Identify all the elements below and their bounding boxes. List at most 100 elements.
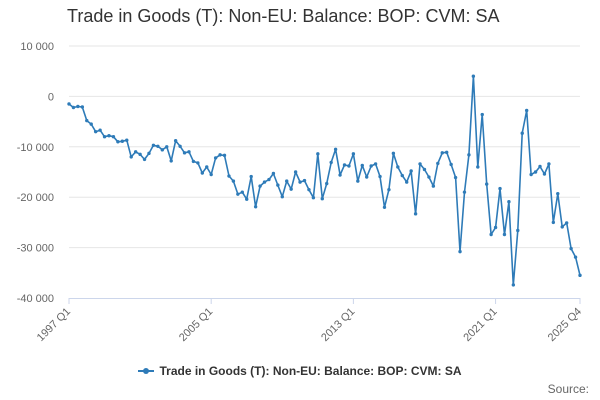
- data-point[interactable]: [396, 165, 400, 169]
- data-point[interactable]: [560, 225, 564, 229]
- data-point[interactable]: [178, 144, 182, 148]
- data-point[interactable]: [116, 140, 120, 144]
- data-point[interactable]: [405, 180, 409, 184]
- data-point[interactable]: [222, 153, 227, 158]
- data-point[interactable]: [387, 187, 391, 192]
- data-point[interactable]: [209, 172, 213, 177]
- data-point[interactable]: [529, 172, 533, 177]
- data-point[interactable]: [253, 205, 258, 209]
- data-point[interactable]: [89, 122, 93, 126]
- data-point[interactable]: [422, 167, 427, 172]
- data-point[interactable]: [187, 150, 191, 154]
- data-point[interactable]: [533, 170, 538, 174]
- data-point[interactable]: [507, 200, 511, 204]
- data-point[interactable]: [476, 165, 480, 169]
- data-point[interactable]: [227, 174, 231, 178]
- data-point[interactable]: [538, 164, 542, 169]
- data-point[interactable]: [133, 150, 138, 154]
- data-point[interactable]: [98, 128, 102, 132]
- data-point[interactable]: [138, 152, 142, 157]
- data-point[interactable]: [93, 129, 98, 134]
- data-point[interactable]: [564, 221, 569, 225]
- data-point[interactable]: [458, 249, 462, 254]
- data-point[interactable]: [342, 163, 347, 167]
- data-point[interactable]: [382, 205, 387, 209]
- data-point[interactable]: [493, 225, 498, 230]
- data-point[interactable]: [147, 151, 151, 156]
- data-point[interactable]: [551, 220, 556, 225]
- data-point[interactable]: [280, 194, 284, 199]
- data-point[interactable]: [293, 170, 298, 174]
- data-point[interactable]: [285, 179, 289, 183]
- data-point[interactable]: [307, 187, 311, 192]
- data-point[interactable]: [333, 147, 338, 152]
- data-point[interactable]: [107, 134, 111, 138]
- data-point[interactable]: [347, 164, 351, 168]
- data-point[interactable]: [484, 182, 489, 186]
- data-point[interactable]: [213, 156, 218, 160]
- data-point[interactable]: [524, 108, 529, 113]
- data-point[interactable]: [440, 151, 444, 155]
- data-point[interactable]: [418, 162, 422, 166]
- data-point[interactable]: [218, 153, 222, 157]
- data-point[interactable]: [573, 255, 578, 259]
- data-point[interactable]: [311, 196, 316, 200]
- data-point[interactable]: [547, 162, 551, 166]
- data-point[interactable]: [142, 157, 147, 162]
- data-point[interactable]: [427, 175, 431, 179]
- data-point[interactable]: [471, 74, 476, 78]
- data-point[interactable]: [409, 169, 413, 173]
- data-point[interactable]: [369, 164, 373, 168]
- data-point[interactable]: [325, 181, 329, 186]
- data-point[interactable]: [520, 131, 524, 135]
- data-point[interactable]: [489, 232, 493, 237]
- data-point[interactable]: [467, 153, 471, 157]
- data-point[interactable]: [125, 138, 129, 142]
- data-point[interactable]: [462, 190, 467, 194]
- data-point[interactable]: [102, 135, 107, 139]
- data-point[interactable]: [338, 173, 342, 177]
- data-point[interactable]: [502, 232, 507, 237]
- data-point[interactable]: [351, 152, 356, 156]
- data-point[interactable]: [498, 186, 502, 191]
- data-point[interactable]: [542, 172, 547, 176]
- data-point[interactable]: [413, 212, 418, 216]
- data-point[interactable]: [67, 102, 71, 106]
- data-point[interactable]: [80, 105, 85, 109]
- data-point[interactable]: [165, 145, 169, 149]
- data-point[interactable]: [431, 184, 436, 188]
- data-point[interactable]: [444, 150, 449, 155]
- data-point[interactable]: [356, 179, 360, 183]
- data-point[interactable]: [258, 184, 262, 188]
- data-point[interactable]: [173, 139, 178, 143]
- data-point[interactable]: [391, 151, 396, 156]
- data-point[interactable]: [289, 187, 293, 191]
- data-point[interactable]: [271, 171, 276, 176]
- data-point[interactable]: [111, 135, 116, 139]
- data-point[interactable]: [231, 179, 236, 183]
- data-point[interactable]: [316, 152, 320, 156]
- data-point[interactable]: [480, 112, 484, 117]
- data-point[interactable]: [436, 161, 440, 166]
- data-point[interactable]: [76, 104, 80, 109]
- data-point[interactable]: [449, 162, 453, 167]
- data-point[interactable]: [556, 191, 560, 196]
- data-point[interactable]: [156, 144, 160, 148]
- data-point[interactable]: [182, 151, 187, 155]
- data-point[interactable]: [373, 162, 378, 166]
- legend[interactable]: Trade in Goods (T): Non-EU: Balance: BOP…: [0, 364, 600, 378]
- data-point[interactable]: [516, 228, 520, 233]
- data-point[interactable]: [196, 161, 200, 165]
- data-point[interactable]: [205, 165, 209, 169]
- data-point[interactable]: [302, 178, 307, 183]
- data-point[interactable]: [169, 159, 173, 163]
- data-point[interactable]: [151, 143, 156, 147]
- data-point[interactable]: [365, 175, 369, 179]
- data-point[interactable]: [578, 273, 582, 278]
- data-point[interactable]: [249, 174, 253, 179]
- data-point[interactable]: [378, 174, 382, 179]
- data-point[interactable]: [400, 173, 404, 178]
- data-point[interactable]: [120, 139, 125, 143]
- data-point[interactable]: [267, 177, 271, 182]
- data-point[interactable]: [360, 163, 364, 168]
